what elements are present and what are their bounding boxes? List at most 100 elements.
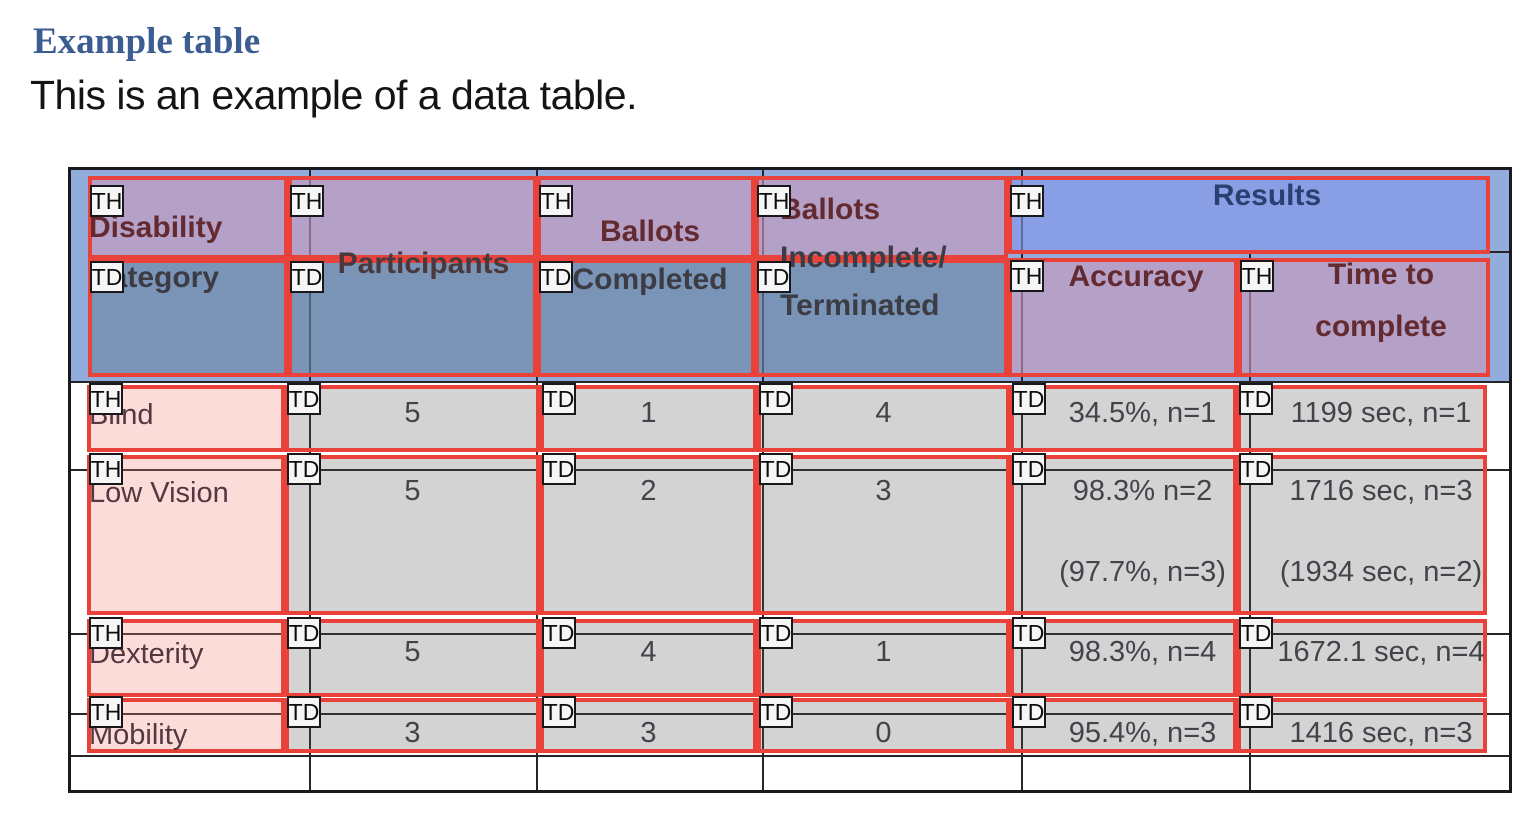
example-table: Disability Category Participants Ballots… (68, 167, 1512, 793)
td-tag-chip: TD (1239, 617, 1273, 649)
td-tag-chip: TD (287, 617, 321, 649)
tag-box-td[interactable] (1010, 619, 1237, 697)
tag-box-td[interactable] (1010, 698, 1237, 753)
cell-value: 1672.1 sec, n=4 (1277, 636, 1485, 668)
tag-box-td[interactable] (285, 619, 540, 697)
td-tag-chip: TD (759, 453, 793, 485)
th-tag-chip: TH (539, 185, 573, 217)
tag-box-td[interactable] (540, 385, 757, 452)
cell-value: 98.3% n=2 (1072, 475, 1213, 507)
cell-value: 1 (640, 397, 657, 429)
td-tag-chip: TD (1239, 383, 1273, 415)
intro-text: This is an example of a data table. (30, 72, 637, 118)
th-tag-chip: TH (89, 617, 123, 649)
td-tag-chip: TD (90, 261, 124, 293)
td-tag-chip: TD (287, 696, 321, 728)
td-tag-chip: TD (542, 617, 576, 649)
th-tag-chip: TH (290, 185, 324, 217)
cell-value: 95.4%, n=3 (1068, 717, 1217, 749)
cell-value: 5 (404, 397, 421, 429)
header-time-line1: Time to (1327, 258, 1435, 291)
header-participants: Participants (337, 247, 510, 280)
tag-box-td[interactable] (1010, 385, 1237, 452)
header-ballots-incomplete-line3: Terminated (780, 289, 940, 322)
tag-box-td[interactable] (1237, 455, 1487, 615)
td-tag-chip: TD (1012, 383, 1046, 415)
cell-value: 5 (404, 636, 421, 668)
tag-box-td[interactable] (757, 385, 1010, 452)
tag-box-td[interactable] (757, 455, 1010, 615)
cell-value: 3 (875, 475, 892, 507)
header-time-line2: complete (1315, 310, 1447, 343)
td-tag-chip: TD (542, 696, 576, 728)
header-ballots-completed-line1: Ballots (599, 215, 701, 248)
grid-line (1249, 251, 1251, 793)
th-tag-chip: TH (89, 696, 123, 728)
grid-line (68, 755, 1512, 757)
td-tag-chip: TD (290, 261, 324, 293)
tag-box-td[interactable] (285, 455, 540, 615)
th-tag-chip: TH (90, 185, 124, 217)
tag-box-td[interactable] (540, 455, 757, 615)
td-tag-chip: TD (539, 261, 573, 293)
cell-value: 4 (640, 636, 657, 668)
td-tag-chip: TD (759, 696, 793, 728)
td-tag-chip: TD (542, 383, 576, 415)
tag-box-td[interactable] (540, 698, 757, 753)
page-title: Example table (33, 21, 261, 62)
tag-box-th-ballots-completed[interactable] (537, 176, 755, 259)
tag-box-th-results[interactable] (1008, 176, 1490, 254)
tag-box-td[interactable] (757, 698, 1010, 753)
td-tag-chip: TD (757, 261, 791, 293)
tag-box-td-participants[interactable] (288, 259, 537, 377)
tag-box-th-participants[interactable] (288, 176, 537, 259)
td-tag-chip: TD (1012, 453, 1046, 485)
th-tag-chip: TH (757, 185, 791, 217)
td-tag-chip: TD (287, 383, 321, 415)
header-ballots-incomplete-line2: Incomplete/ (780, 241, 947, 274)
cell-value: 1 (875, 636, 892, 668)
cell-value: 34.5%, n=1 (1068, 397, 1217, 429)
tag-box-td[interactable] (1010, 455, 1237, 615)
td-tag-chip: TD (542, 453, 576, 485)
cell-value: 98.3%, n=4 (1068, 636, 1217, 668)
th-tag-chip: TH (1240, 260, 1274, 292)
td-tag-chip: TD (759, 617, 793, 649)
tag-box-td[interactable] (540, 619, 757, 697)
td-tag-chip: TD (287, 453, 321, 485)
header-accuracy: Accuracy (1068, 260, 1204, 293)
cell-value: (97.7%, n=3) (1059, 556, 1226, 588)
th-tag-chip: TH (89, 453, 123, 485)
cell-value: 2 (640, 475, 657, 507)
td-tag-chip: TD (1012, 617, 1046, 649)
tag-box-td-ballots-incomplete[interactable] (755, 259, 1008, 377)
td-tag-chip: TD (1012, 696, 1046, 728)
cell-value: 0 (875, 717, 892, 749)
grid-line (68, 381, 1512, 383)
tag-box-th-ballots-incomplete[interactable] (755, 176, 1008, 259)
cell-value: 3 (640, 717, 657, 749)
tag-box-td[interactable] (1237, 385, 1487, 452)
th-tag-chip: TH (1010, 185, 1044, 217)
tag-box-td-ballots-completed[interactable] (537, 259, 755, 377)
tag-box-td[interactable] (285, 385, 540, 452)
cell-value: 1716 sec, n=3 (1289, 475, 1473, 507)
cell-value: 5 (404, 475, 421, 507)
tag-box-td[interactable] (757, 619, 1010, 697)
cell-value: 1199 sec, n=1 (1290, 397, 1472, 429)
tag-box-th-time[interactable] (1238, 258, 1490, 377)
header-ballots-completed-line2: Completed (572, 263, 728, 296)
td-tag-chip: TD (759, 383, 793, 415)
tag-box-th-accuracy[interactable] (1008, 258, 1238, 377)
th-tag-chip: TH (1010, 260, 1044, 292)
th-tag-chip: TH (89, 383, 123, 415)
header-results: Results (1212, 179, 1322, 212)
cell-value: 4 (875, 397, 892, 429)
cell-value: 1416 sec, n=3 (1289, 717, 1473, 749)
td-tag-chip: TD (1239, 696, 1273, 728)
cell-value: (1934 sec, n=2) (1279, 556, 1483, 588)
tag-box-td[interactable] (1237, 698, 1487, 753)
cell-value: 3 (404, 717, 421, 749)
tag-box-td[interactable] (1237, 619, 1487, 697)
